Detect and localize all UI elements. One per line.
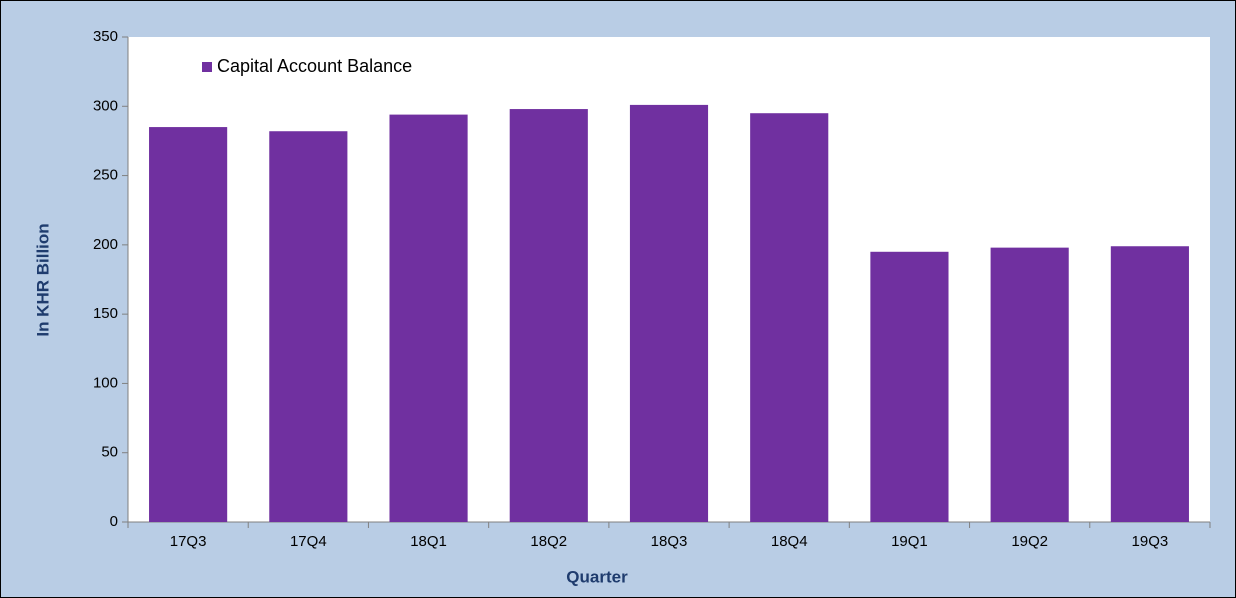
- y-tick-label: 100: [93, 374, 118, 391]
- bar: [389, 114, 468, 522]
- y-tick-label: 50: [101, 444, 118, 461]
- x-tick-label: 19Q2: [1011, 533, 1048, 550]
- y-tick-label: 250: [93, 167, 118, 184]
- bar: [269, 131, 348, 522]
- y-tick-label: 0: [110, 513, 118, 530]
- x-tick-label: 18Q2: [530, 533, 567, 550]
- y-tick-label: 350: [93, 28, 118, 45]
- x-tick-label: 17Q3: [170, 533, 207, 550]
- y-tick-label: 150: [93, 305, 118, 322]
- bar: [509, 109, 588, 523]
- bar: [149, 127, 228, 523]
- x-tick-label: 19Q1: [891, 533, 928, 550]
- y-tick-label: 300: [93, 97, 118, 114]
- x-tick-label: 17Q4: [290, 533, 327, 550]
- bar: [990, 247, 1069, 522]
- x-tick-label: 18Q3: [651, 533, 688, 550]
- legend-swatch: [202, 62, 212, 72]
- bar: [870, 251, 949, 523]
- legend-label: Capital Account Balance: [217, 56, 412, 76]
- bar: [750, 113, 829, 522]
- bar: [629, 104, 709, 523]
- x-tick-label: 18Q4: [771, 533, 808, 550]
- y-axis-title: In KHR Billion: [33, 223, 52, 336]
- bar: [1110, 246, 1189, 522]
- y-tick-label: 200: [93, 236, 118, 253]
- x-tick-label: 18Q1: [410, 533, 447, 550]
- x-tick-label: 19Q3: [1132, 533, 1169, 550]
- x-axis-title: Quarter: [566, 567, 628, 586]
